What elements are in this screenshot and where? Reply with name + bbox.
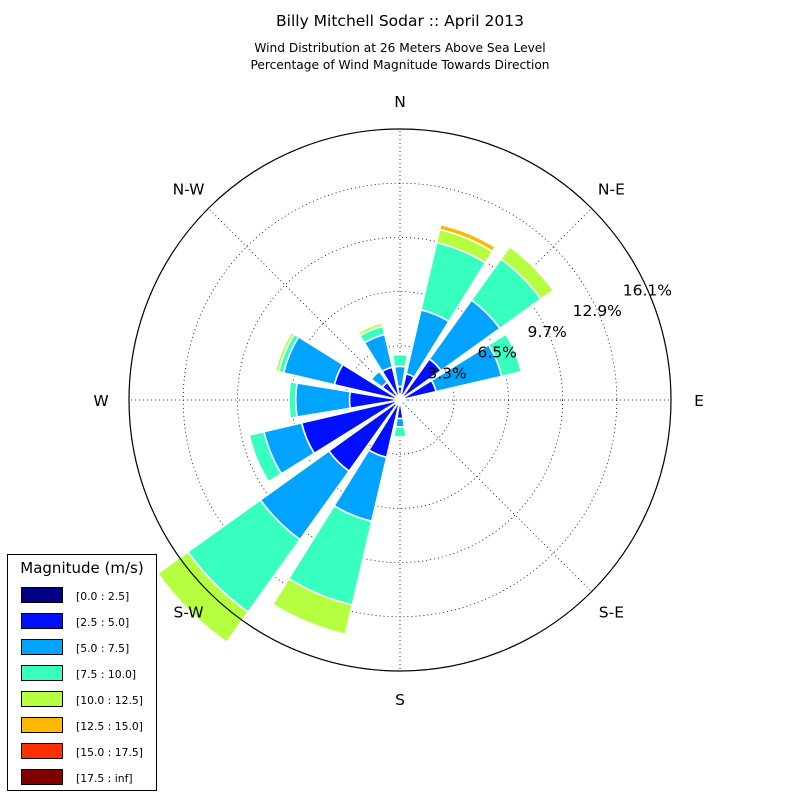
wind-sector-segment: [357, 321, 384, 337]
direction-label: S-W: [174, 603, 204, 621]
wind-sector-segment: [391, 353, 409, 368]
wind-sector-segment: [394, 417, 406, 428]
wind-sector-segment: [294, 382, 352, 418]
direction-label: W: [93, 392, 108, 410]
wind-sector-segment: [368, 368, 381, 381]
wind-sector-segment: [393, 425, 407, 438]
chart-subtitle-line-1: Wind Distribution at 26 Meters Above Sea…: [254, 41, 546, 55]
legend-swatch: [21, 717, 63, 733]
legend: Magnitude (m/s) [0.0 : 2.5] [2.5 : 5.0] …: [7, 554, 157, 791]
legend-label: [0.0 : 2.5]: [76, 590, 130, 603]
wind-sector-segment: [248, 430, 283, 483]
chart-subtitle-line-2: Percentage of Wind Magnitude Towards Dir…: [250, 58, 550, 72]
legend-swatch: [21, 691, 63, 707]
radial-grid-ring: [345, 345, 455, 455]
radial-tick-label: 9.7%: [528, 323, 567, 341]
radial-grid-ring: [236, 236, 564, 564]
legend-swatch: [21, 587, 63, 603]
legend-swatch: [21, 769, 63, 785]
legend-label: [2.5 : 5.0]: [76, 616, 130, 629]
direction-label: N-E: [598, 181, 625, 199]
legend-label: [15.0 : 17.5]: [76, 746, 144, 759]
legend-label: [17.5 : inf]: [76, 772, 133, 785]
wind-sector-segment: [271, 577, 354, 636]
wind-sector-segment: [499, 245, 555, 301]
radial-tick-label: 12.9%: [573, 302, 622, 320]
radial-tick-label: 6.5%: [477, 344, 516, 362]
radial-grid-ring: [182, 182, 618, 618]
legend-label: [10.0 : 12.5]: [76, 694, 144, 707]
legend-label: [12.5 : 15.0]: [76, 720, 144, 733]
direction-label: E: [694, 392, 704, 410]
wind-sector-segment: [487, 333, 523, 378]
direction-label: S-E: [599, 603, 624, 621]
legend-swatch: [21, 639, 63, 655]
wind-sector-segment: [288, 380, 298, 420]
direction-label: N: [394, 93, 406, 111]
wind-sector-segment: [156, 550, 250, 644]
wind-sector-segment: [438, 223, 497, 253]
legend-label: [5.0 : 7.5]: [76, 642, 130, 655]
wind-sector-segment: [404, 397, 411, 403]
direction-label: S: [395, 691, 405, 709]
radial-tick-label: 3.3%: [427, 364, 466, 382]
legend-swatch: [21, 665, 63, 681]
legend-label: [7.5 : 10.0]: [76, 668, 137, 681]
legend-swatch: [21, 613, 63, 629]
legend-swatch: [21, 743, 63, 759]
angular-grid-line: [399, 399, 592, 592]
direction-label: N-W: [173, 181, 205, 199]
wind-sector-segment: [274, 331, 296, 373]
legend-title: Magnitude (m/s): [20, 559, 144, 577]
radial-tick-label: 16.1%: [623, 281, 672, 299]
chart-title: Billy Mitchell Sodar :: April 2013: [276, 12, 524, 30]
polar-frame: [128, 128, 672, 672]
